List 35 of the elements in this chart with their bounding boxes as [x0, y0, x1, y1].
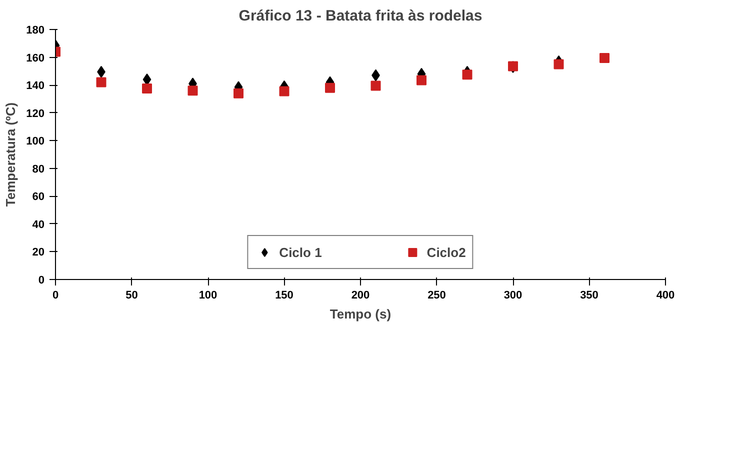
y-axis-title: Temperatura (ºC) [3, 102, 18, 207]
x-tick-label: 150 [275, 290, 294, 302]
x-tick-label: 400 [656, 290, 675, 302]
y-tick-label: 180 [26, 24, 45, 36]
point [554, 59, 564, 70]
y-tick-label: 60 [32, 191, 45, 204]
point [600, 52, 610, 63]
legend-label: Ciclo2 [426, 244, 466, 260]
x-tick-label: 200 [351, 290, 370, 302]
point [416, 75, 426, 86]
chart-title: Gráfico 13 - Batata frita às rodelas [238, 8, 482, 24]
point [142, 84, 152, 94]
y-tick-label: 0 [38, 274, 45, 286]
y-tick-label: 140 [26, 80, 45, 92]
y-tick-label: 40 [32, 218, 45, 231]
x-tick-label: 300 [504, 290, 522, 302]
point [96, 77, 106, 88]
point [370, 80, 381, 91]
legend-label: Ciclo 1 [279, 244, 322, 260]
y-tick-label: 20 [32, 246, 45, 259]
y-tick-label: 80 [32, 163, 45, 176]
point [188, 86, 198, 96]
point [279, 86, 290, 96]
x-tick-label: 0 [52, 290, 59, 302]
x-tick-label: 350 [580, 290, 598, 302]
point [234, 88, 244, 98]
x-tick-label: 50 [126, 290, 138, 302]
x-axis-title: Tempo (s) [330, 306, 392, 322]
y-tick-label: 160 [26, 52, 45, 64]
point [462, 70, 472, 80]
y-tick-label: 120 [26, 108, 45, 120]
point [325, 82, 335, 93]
x-tick-label: 100 [198, 290, 218, 302]
x-tick-label: 250 [428, 290, 446, 302]
y-tick-label: 100 [26, 136, 45, 148]
